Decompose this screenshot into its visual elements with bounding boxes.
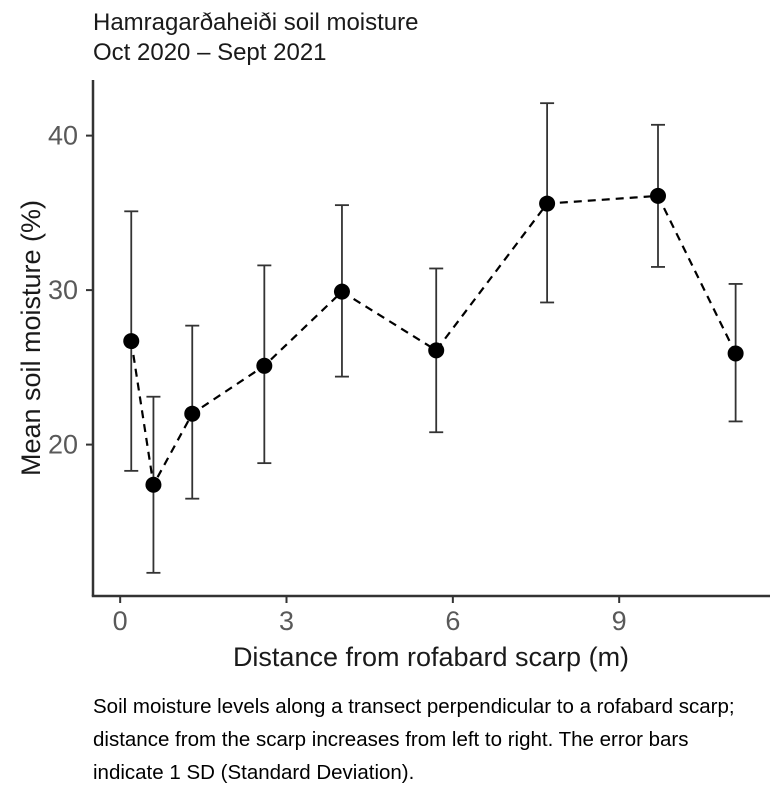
series-dashed-line: [130, 194, 737, 489]
x-tick-label: 0: [113, 606, 128, 636]
caption-line: Soil moisture levels along a transect pe…: [93, 695, 735, 718]
y-tick-label: 30: [48, 275, 78, 305]
chart-title-block: Hamragarðaheiði soil moisture Oct 2020 –…: [93, 8, 418, 68]
x-axis-title: Distance from rofabard scarp (m): [233, 642, 629, 672]
x-tick-label: 9: [612, 606, 627, 636]
plot-area: 0 3 6 9 20 30 40: [48, 80, 770, 636]
data-point: [123, 333, 140, 350]
y-tick-label: 40: [48, 121, 78, 151]
x-tick-label: 3: [279, 606, 294, 636]
caption-line: indicate 1 SD (Standard Deviation).: [93, 761, 415, 784]
data-point: [184, 405, 201, 422]
data-point: [333, 283, 350, 300]
figure-caption: Soil moisture levels along a transect pe…: [93, 690, 735, 789]
chart-canvas: Mean soil moisture (%) Distance from rof…: [16, 80, 770, 672]
data-point: [145, 476, 162, 493]
y-tick-label: 20: [48, 430, 78, 460]
data-point: [256, 357, 273, 374]
data-point: [649, 187, 666, 204]
x-tick-label: 6: [445, 606, 460, 636]
chart-subtitle: Oct 2020 – Sept 2021: [93, 39, 327, 66]
data-point: [727, 345, 744, 362]
caption-line: distance from the scarp increases from l…: [93, 728, 689, 751]
y-axis-title: Mean soil moisture (%): [16, 200, 46, 476]
data-point: [539, 195, 556, 212]
chart-title: Hamragarðaheiði soil moisture: [93, 9, 419, 36]
data-point: [428, 342, 445, 359]
